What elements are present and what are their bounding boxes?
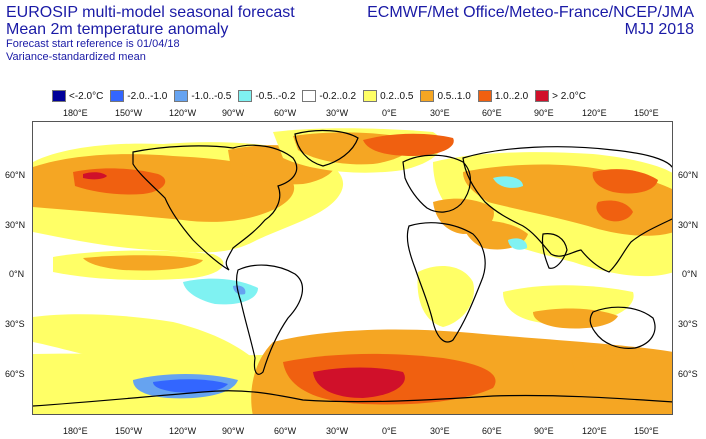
anomaly-north-atlantic-darkorange: [363, 133, 454, 156]
lon-tick-top: 150°E: [634, 108, 659, 118]
lon-tick-bottom: 150°W: [115, 426, 143, 436]
map-title-variable: Mean 2m temperature anomaly: [6, 21, 229, 38]
legend-item: -1.0..-0.5: [174, 90, 231, 102]
lat-tick-left: 60°S: [5, 369, 25, 379]
title-right: ECMWF/Met Office/Meteo-France/NCEP/JMA M…: [367, 4, 694, 38]
coastline-south-america: [235, 264, 304, 375]
coastline-north-america: [132, 144, 298, 271]
lon-tick-top: 30°E: [430, 108, 450, 118]
lon-tick-top: 120°W: [169, 108, 197, 118]
legend-label: 0.5..1.0: [437, 90, 471, 102]
lon-tick-top: 60°E: [482, 108, 502, 118]
legend-label: <-2.0°C: [69, 90, 104, 102]
anomaly-arctic-red: [83, 172, 107, 180]
forecast-start-reference: Forecast start reference is 01/04/18: [6, 38, 180, 50]
period-label: MJJ 2018: [624, 21, 694, 38]
coastlines: [33, 129, 672, 407]
lon-tick-bottom: 120°W: [169, 426, 197, 436]
lon-tick-top: 90°E: [534, 108, 554, 118]
anomaly-map-svg: [33, 122, 672, 414]
lat-tick-right: 30°S: [678, 319, 698, 329]
anomaly-peru-blue: [233, 285, 246, 295]
lat-tick-left: 60°N: [5, 170, 26, 180]
lon-tick-top: 150°W: [115, 108, 143, 118]
lon-tick-bottom: 60°W: [274, 426, 297, 436]
lat-tick-left: 0°N: [9, 269, 25, 279]
legend-label: -0.5..-0.2: [255, 90, 296, 102]
legend-label: -0.2..0.2: [319, 90, 357, 102]
lon-tick-top: 90°W: [222, 108, 245, 118]
anomaly-southwest-pacific-orange: [572, 355, 672, 396]
legend-item: -2.0..-1.0: [110, 90, 167, 102]
lat-tick-left: 30°N: [5, 220, 26, 230]
lon-tick-bottom: 60°E: [482, 426, 502, 436]
lon-tick-bottom: 120°E: [582, 426, 607, 436]
lon-tick-bottom: 180°E: [63, 426, 88, 436]
legend-label: 1.0..2.0: [494, 90, 529, 102]
legend-item: 0.2..0.5: [363, 90, 413, 102]
legend-label: > 2.0°C: [552, 90, 586, 102]
lon-tick-top: 30°W: [326, 108, 349, 118]
coastline-europe: [402, 154, 471, 213]
lon-tick-top: 120°E: [582, 108, 607, 118]
coastline-greenland: [294, 129, 359, 167]
legend-swatch: [174, 90, 189, 102]
anomaly-map: [32, 121, 673, 415]
legend-swatch: [535, 90, 550, 102]
legend-swatch: [302, 90, 317, 102]
lon-tick-bottom: 150°E: [634, 426, 659, 436]
legend-swatch: [420, 90, 435, 102]
legend-item: -0.5..-0.2: [238, 90, 295, 102]
lon-tick-bottom: 90°W: [222, 426, 245, 436]
lon-tick-top: 180°E: [63, 108, 88, 118]
legend-label: -1.0..-0.5: [191, 90, 232, 102]
lon-tick-top: 60°W: [274, 108, 297, 118]
anomaly-amundsen-darkblue: [153, 379, 228, 393]
lon-tick-bottom: 90°E: [534, 426, 554, 436]
legend-swatch: [363, 90, 378, 102]
legend-item: <-2.0°C: [52, 90, 103, 102]
agencies-label: ECMWF/Met Office/Meteo-France/NCEP/JMA: [367, 4, 694, 21]
lat-tick-right: 30°N: [678, 220, 699, 230]
anomaly-indian-ocean-orange: [533, 308, 618, 329]
coastline-africa: [406, 222, 486, 343]
anomaly-arabia-cyan: [508, 238, 528, 250]
anomaly-pacific-tropical-orange: [83, 255, 203, 271]
anomaly-south-atlantic-red: [313, 367, 405, 398]
legend-swatch: [52, 90, 66, 102]
legend-swatch: [110, 90, 125, 102]
legend-item: -0.2..0.2: [302, 90, 356, 102]
anomaly-africa-yellow: [417, 266, 474, 327]
lat-tick-right: 60°S: [678, 369, 698, 379]
map-frame: 180°E 150°W 120°W 90°W 60°W 30°W 0°E 30°…: [0, 108, 706, 439]
coastline-india: [541, 233, 568, 269]
legend-swatch: [477, 90, 492, 102]
standardization-note: Variance-standardized mean: [6, 51, 146, 63]
legend-item: > 2.0°C: [535, 90, 586, 102]
coastline-antarctica: [33, 390, 672, 407]
map-title: EUROSIP multi-model seasonal forecast: [6, 4, 295, 21]
lat-tick-right: 0°N: [682, 269, 698, 279]
coastline-asia: [462, 146, 672, 273]
legend-swatch: [238, 90, 253, 102]
lon-tick-bottom: 30°E: [430, 426, 450, 436]
coastline-australia: [589, 306, 656, 349]
legend-label: -2.0..-1.0: [127, 90, 168, 102]
legend-label: 0.2..0.5: [380, 90, 414, 102]
title-block: EUROSIP multi-model seasonal forecast Me…: [6, 4, 295, 64]
anomaly-siberia-darkorange: [592, 169, 658, 194]
lat-tick-right: 60°N: [678, 170, 699, 180]
lat-tick-left: 30°S: [5, 319, 25, 329]
legend-item: 1.0..2.0: [477, 90, 529, 102]
anomaly-central-asia-cyan: [493, 176, 523, 188]
color-legend: <-2.0°C -2.0..-1.0 -1.0..-0.5 -0.5..-0.2…: [52, 89, 593, 103]
lon-tick-top: 0°E: [382, 108, 397, 118]
lon-tick-bottom: 30°W: [326, 426, 349, 436]
legend-item: 0.5..1.0: [420, 90, 471, 102]
anomaly-eastasia-darkorange: [596, 200, 633, 222]
lon-tick-bottom: 0°E: [382, 426, 397, 436]
